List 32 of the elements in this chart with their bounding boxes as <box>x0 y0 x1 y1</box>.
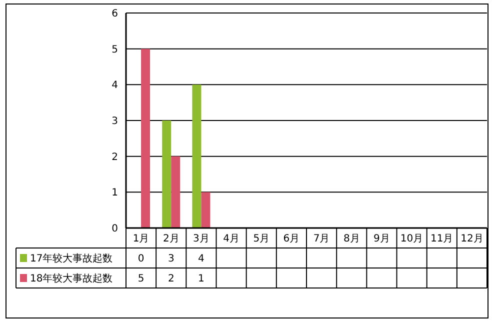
x-tick-label: 11月 <box>430 234 454 244</box>
y-tick-label: 4 <box>112 80 118 92</box>
bar <box>192 84 202 228</box>
data-label: 0 <box>138 254 144 264</box>
bar <box>162 120 172 228</box>
data-label: 1 <box>198 274 204 284</box>
data-label: 4 <box>198 254 204 264</box>
data-label: 2 <box>168 274 174 284</box>
x-tick-label: 6月 <box>283 234 300 244</box>
y-tick-label: 3 <box>112 116 118 127</box>
y-tick-label: 1 <box>112 188 118 199</box>
x-tick-label: 7月 <box>313 234 330 244</box>
x-tick-label: 2月 <box>162 234 180 244</box>
x-tick-label: 8月 <box>343 234 360 244</box>
y-tick-label: 0 <box>112 224 118 234</box>
legend-label: 18年较大事故起数 <box>30 272 113 284</box>
x-tick-label: 12月 <box>460 234 484 244</box>
x-tick-label: 5月 <box>253 234 270 244</box>
y-tick-label: 5 <box>112 44 118 56</box>
y-tick-label: 6 <box>112 8 118 20</box>
bar <box>171 156 180 228</box>
legend-label: 17年较大事故起数 <box>30 252 113 264</box>
data-label: 3 <box>168 254 174 264</box>
x-tick-label: 10月 <box>400 234 424 244</box>
x-tick-label: 1月 <box>132 234 150 244</box>
x-tick-label: 4月 <box>223 234 240 244</box>
x-tick-label: 3月 <box>193 234 210 244</box>
x-tick-label: 9月 <box>374 234 390 244</box>
data-label: 5 <box>138 274 144 284</box>
bar <box>141 48 150 228</box>
y-tick-label: 2 <box>112 152 118 163</box>
bar <box>201 192 210 228</box>
